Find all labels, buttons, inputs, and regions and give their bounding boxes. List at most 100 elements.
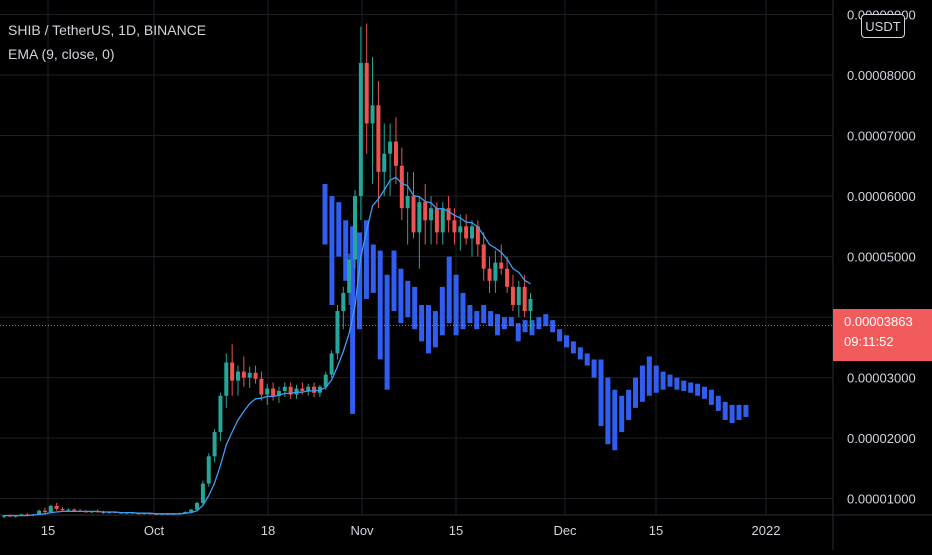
forecast-bar (557, 329, 563, 342)
candle-body (382, 153, 387, 172)
candle-body (446, 208, 451, 221)
ema-line (4, 176, 531, 517)
last-price-value: 0.00003863 (844, 314, 913, 329)
candle-body (376, 105, 381, 172)
candle-body (236, 371, 240, 381)
forecast-bar (667, 374, 673, 387)
currency-badge[interactable]: USDT (861, 14, 905, 38)
candle-body (429, 208, 434, 221)
candle-body (475, 226, 480, 245)
y-tick-label: 0.00008000 (847, 68, 916, 83)
x-tick-label: Dec (553, 523, 577, 538)
candle-body (481, 244, 486, 269)
candle-body (458, 226, 463, 233)
candle-body (212, 432, 217, 457)
forecast-bar (708, 389, 714, 405)
candle-body (505, 268, 510, 287)
indicator-label[interactable]: EMA (9, close, 0) (8, 46, 115, 62)
last-price-label: 0.00003863 09:11:52 (833, 309, 932, 361)
candle-body (516, 286, 521, 306)
forecast-bar (446, 256, 452, 324)
candle-body (487, 268, 492, 281)
forecast-bar (481, 305, 487, 324)
forecast-bar (432, 311, 438, 348)
candle-body (452, 220, 457, 233)
y-tick-label: 0.00005000 (847, 250, 916, 265)
forecast-bar (570, 341, 576, 354)
forecast-bar (653, 365, 659, 393)
candle-body (25, 514, 30, 516)
bar-countdown: 09:11:52 (844, 334, 894, 349)
symbol-title[interactable]: SHIB / TetherUS, 1D, BINANCE (8, 22, 207, 38)
forecast-bar (639, 365, 645, 402)
forecast-bar (633, 377, 638, 408)
forecast-bar (702, 386, 707, 399)
candle-body (341, 292, 346, 312)
candle-body (206, 456, 211, 484)
forecast-bar (363, 220, 369, 299)
candle-body (66, 509, 71, 511)
forecast-bar (439, 286, 445, 336)
candle-body (230, 362, 235, 381)
forecast-bar (743, 404, 749, 417)
candle-body (353, 196, 357, 260)
candle-body (405, 196, 410, 209)
forecast-bar (564, 335, 569, 348)
forecast-bar (674, 377, 680, 390)
candle-body (259, 378, 264, 395)
forecast-bar (329, 196, 335, 306)
candle-body (312, 386, 317, 393)
x-tick-label: 18 (261, 523, 275, 538)
y-tick-label: 0.00003000 (847, 371, 916, 386)
forecast-bar (377, 250, 383, 360)
candle-body (288, 386, 293, 395)
candle-body (434, 208, 439, 233)
x-tick-label: 15 (449, 523, 463, 538)
y-tick-label: 0.00007000 (847, 129, 916, 144)
candle-body (464, 226, 469, 239)
forecast-bar (577, 347, 583, 360)
candle-body (470, 226, 474, 239)
forecast-bar (550, 320, 556, 333)
candle-body (276, 390, 281, 396)
forecast-bar (722, 401, 728, 420)
forecast-bar (736, 404, 742, 420)
candle-body (423, 202, 428, 221)
candle-body (282, 386, 287, 391)
candle-body (347, 259, 352, 293)
candle-body (241, 371, 246, 378)
candle-body (358, 62, 363, 197)
candle-body (323, 374, 328, 387)
candle-body (224, 362, 229, 396)
forecast-bar (474, 311, 480, 330)
candle-body (294, 388, 299, 395)
candle-body (335, 311, 340, 354)
candle-body (265, 388, 270, 395)
forecast-bar (584, 353, 590, 366)
candle-body (510, 286, 515, 306)
candle-body (271, 388, 276, 396)
forecast-bar (660, 371, 666, 390)
candle-body (306, 386, 311, 391)
forecast-bar (529, 320, 535, 336)
forecast-bar (501, 317, 507, 330)
candle-body (411, 196, 416, 233)
candle-body (200, 483, 205, 503)
candle-body (48, 505, 53, 512)
forecast-bar (681, 380, 687, 391)
candle-body (370, 105, 375, 124)
y-tick-label: 0.00006000 (847, 189, 916, 204)
x-tick-label: 2022 (752, 523, 781, 538)
candle-body (440, 208, 445, 233)
candle-body (72, 509, 77, 511)
candle-body (189, 509, 194, 512)
x-tick-label: 15 (649, 523, 663, 538)
candle-body (253, 372, 258, 379)
forecast-bar (646, 356, 652, 396)
candle-body (37, 510, 42, 515)
forecast-bar (598, 359, 604, 427)
candle-body (417, 202, 422, 233)
